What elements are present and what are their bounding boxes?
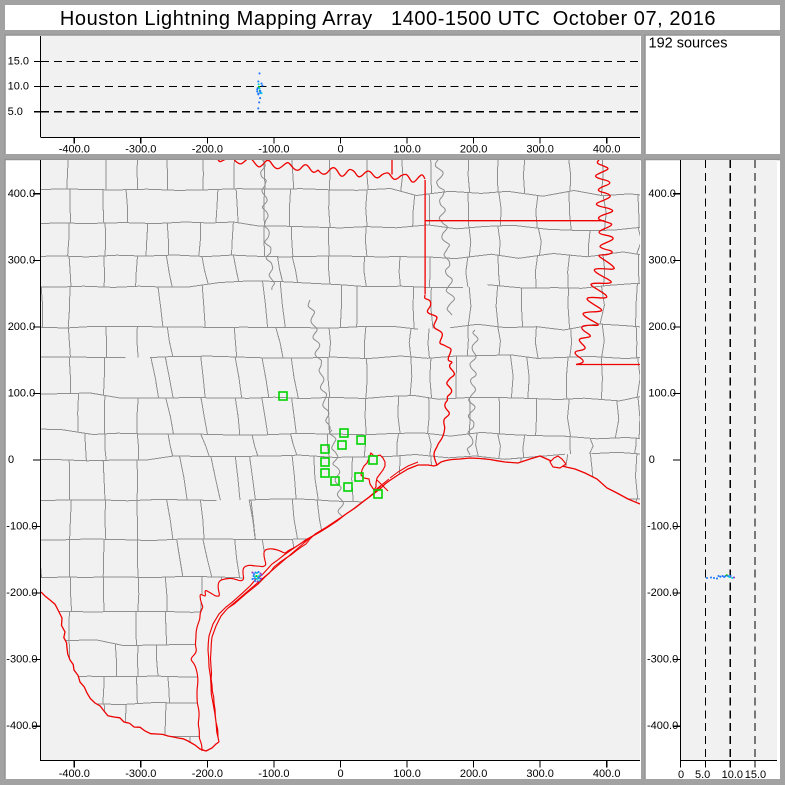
svg-text:0: 0 (8, 454, 14, 466)
svg-text:-400.0: -400.0 (647, 720, 678, 732)
svg-text:-300.0: -300.0 (647, 654, 678, 666)
svg-text:-400.0: -400.0 (6, 720, 37, 732)
svg-text:5.0: 5.0 (8, 106, 23, 118)
svg-text:0: 0 (337, 144, 343, 156)
svg-text:400.0: 400.0 (593, 144, 621, 156)
svg-text:10.0: 10.0 (8, 81, 29, 93)
svg-text:-200.0: -200.0 (192, 144, 223, 156)
svg-text:0: 0 (649, 454, 655, 466)
svg-text:0: 0 (337, 768, 343, 780)
svg-text:100.0: 100.0 (393, 768, 421, 780)
svg-text:400.0: 400.0 (648, 188, 676, 200)
svg-text:-400.0: -400.0 (59, 768, 90, 780)
svg-text:192 sources: 192 sources (649, 36, 728, 52)
svg-text:300.0: 300.0 (526, 144, 554, 156)
svg-text:-100.0: -100.0 (258, 144, 289, 156)
svg-text:-200.0: -200.0 (647, 587, 678, 599)
svg-text:-400.0: -400.0 (59, 144, 90, 156)
svg-text:15.0: 15.0 (8, 55, 29, 67)
svg-text:200.0: 200.0 (460, 144, 488, 156)
svg-text:300.0: 300.0 (648, 254, 676, 266)
svg-text:15.0: 15.0 (745, 769, 766, 781)
svg-text:400.0: 400.0 (8, 188, 36, 200)
svg-text:200.0: 200.0 (8, 321, 36, 333)
svg-text:100.0: 100.0 (648, 387, 676, 399)
svg-text:10.0: 10.0 (722, 769, 743, 781)
svg-text:-300.0: -300.0 (125, 144, 156, 156)
svg-text:300.0: 300.0 (526, 768, 554, 780)
svg-text:100.0: 100.0 (393, 144, 421, 156)
svg-text:300.0: 300.0 (8, 254, 36, 266)
svg-text:200.0: 200.0 (648, 321, 676, 333)
svg-text:200.0: 200.0 (460, 768, 488, 780)
svg-text:100.0: 100.0 (8, 387, 36, 399)
svg-text:-100.0: -100.0 (6, 521, 37, 533)
svg-text:-300.0: -300.0 (125, 768, 156, 780)
svg-text:-300.0: -300.0 (6, 654, 37, 666)
svg-text:-200.0: -200.0 (6, 587, 37, 599)
svg-text:0: 0 (678, 769, 684, 781)
svg-text:Houston Lightning Mapping Arra: Houston Lightning Mapping Array 1400-150… (60, 8, 716, 30)
svg-text:-200.0: -200.0 (192, 768, 223, 780)
svg-text:-100.0: -100.0 (647, 521, 678, 533)
svg-text:400.0: 400.0 (593, 768, 621, 780)
svg-text:-100.0: -100.0 (258, 768, 289, 780)
svg-text:5.0: 5.0 (695, 769, 710, 781)
